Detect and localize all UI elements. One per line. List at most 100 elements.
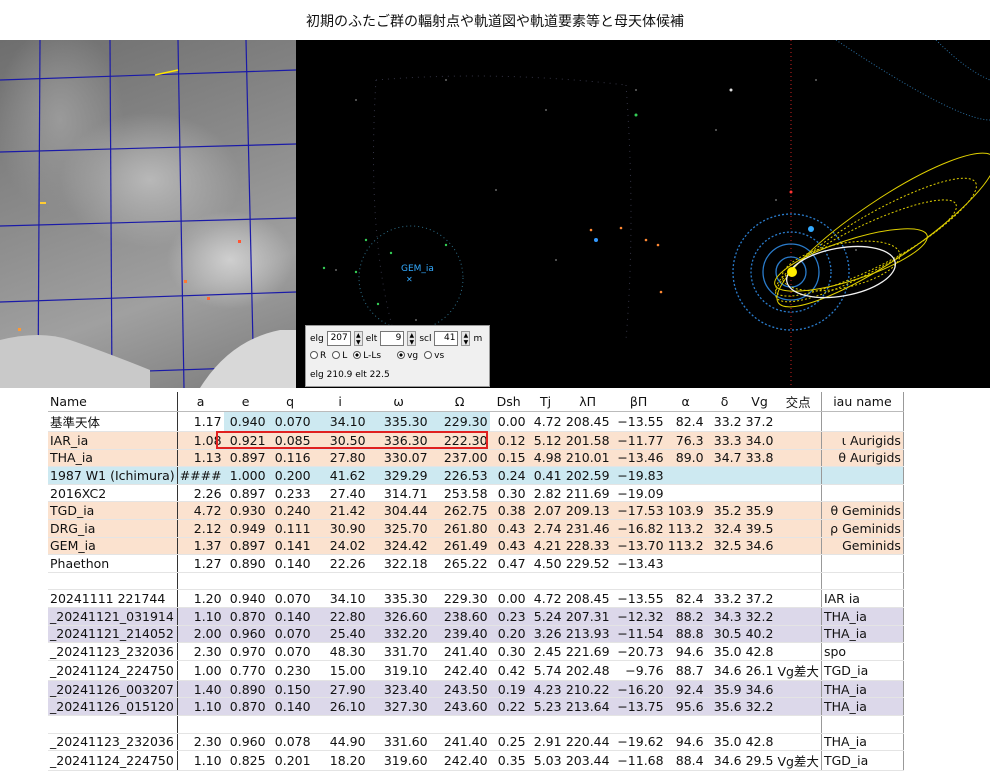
table-cell: 2.45 [527,642,564,661]
table-cell: 0.00 [489,411,528,432]
table-cell: 253.58 [429,484,490,503]
table-cell: 33.3 [705,431,744,450]
table-cell: _20241124_224750 [48,750,178,772]
table-cell: 113.2 [665,519,706,538]
table-cell [820,484,904,503]
table-cell: 15.00 [312,660,368,681]
table-cell: 0.770 [223,660,268,681]
table-row: 基準天体 1.17 0.940 0.070 34.10 335.30 229.30 0.00 4… [48,411,904,432]
table-cell: 88.2 [665,607,706,626]
table-cell: 32.2 [743,607,776,626]
orbit-diagram: GEM_ia ✕ [322,40,990,388]
table-cell: 1.20 [176,589,224,608]
table-cell: 1.10 [176,607,224,626]
table-cell: 262.75 [429,501,490,520]
table-cell: −16.82 [611,519,666,538]
table-cell [743,466,776,485]
table-cell: 0.870 [223,697,268,716]
table-cell: 1.10 [176,697,224,716]
elt-spinner[interactable]: ▲ ▼ [407,331,417,346]
table-cell [775,697,822,716]
table-cell: Vg差大 [775,750,822,772]
table-cell: 34.6 [705,750,744,772]
table-cell [743,484,776,503]
table-cell: TGD_ia [48,501,178,520]
table-cell: 25.40 [312,625,368,644]
column-header: q [267,392,313,412]
table-cell: 0.140 [267,554,313,573]
table-cell [820,466,904,485]
table-cell: 0.070 [267,589,313,608]
table-cell: 48.30 [312,642,368,661]
table-cell: TGD_ia [820,660,904,681]
table-cell: 0.12 [489,431,528,450]
table-cell: 35.0 [705,733,744,752]
table-cell [705,572,744,591]
column-header: Dsh [489,392,528,412]
table-cell: 2.07 [527,501,564,520]
table-cell: 1.10 [176,750,224,772]
table-cell [705,715,744,734]
table-cell: THA_ia [820,625,904,644]
table-cell: −12.32 [611,607,666,626]
scl-input[interactable]: 41 [434,331,459,346]
table-cell: _20241123_232036 [48,642,178,661]
table-cell [775,449,822,468]
table-cell: 0.35 [489,750,528,772]
column-header: iau name [820,392,904,412]
radio-r[interactable]: R [310,351,326,361]
table-cell [775,554,822,573]
elt-input[interactable]: 9 [380,331,405,346]
table-cell [367,715,430,734]
radio-vs[interactable]: vs [424,351,444,361]
table-cell: 0.116 [267,449,313,468]
table-cell: 89.0 [665,449,706,468]
table-cell: IAR ia [820,589,904,608]
table-cell: −13.75 [611,697,666,716]
table-cell: 103.9 [665,501,706,520]
radio-lls[interactable]: L-Ls [353,351,381,361]
column-header: βΠ [611,392,666,412]
table-cell: θ Aurigids [820,449,904,468]
table-cell: 209.13 [563,501,612,520]
table-cell: 0.921 [223,431,268,450]
column-header: Vg [743,392,776,412]
page-title: 初期のふたご群の輻射点や軌道図や軌道要素等と母天体候補 [306,14,684,30]
table-cell: 2.00 [176,625,224,644]
elg-input[interactable]: 207 [326,331,351,346]
table-cell: 26.10 [312,697,368,716]
table-row: _20241126_015120 1.10 0.870 0.140 26.10 327.3… [48,697,904,716]
table-cell: 327.30 [367,697,430,716]
radio-l[interactable]: L [332,351,347,361]
table-row: _20241124_224750 1.00 0.770 0.230 15.00 319.1… [48,660,904,681]
radio-vg[interactable]: vg [397,351,418,361]
table-cell: spo [820,642,904,661]
table-cell: 330.07 [367,449,430,468]
elg-spinner[interactable]: ▲ ▼ [353,331,363,346]
table-row: 2016XC2 2.26 0.897 0.233 27.40 314.71 253.58 0.… [48,484,904,503]
column-header: i [312,392,368,412]
table-cell: 41.62 [312,466,368,485]
table-cell [820,554,904,573]
table-cell: THA_ia [820,680,904,699]
column-header: Tj [527,392,564,412]
table-cell: 0.890 [223,680,268,699]
table-cell: 27.90 [312,680,368,699]
table-cell: 231.46 [563,519,612,538]
scl-label: scl [419,333,432,344]
table-row: 20241111 221744 1.20 0.940 0.070 34.10 335.30… [48,589,904,608]
table-cell [775,715,822,734]
table-cell: −13.55 [611,589,666,608]
table-cell: THA_ia [48,449,178,468]
table-cell: 1.08 [176,431,224,450]
table-cell: 92.4 [665,680,706,699]
table-cell: 0.43 [489,519,528,538]
table-cell: −13.55 [611,411,666,432]
table-cell: 335.30 [367,411,430,432]
table-cell: 319.10 [367,660,430,681]
table-cell [775,642,822,661]
scl-spinner[interactable]: ▲ ▼ [461,331,471,346]
terrain-map [0,40,296,388]
table-cell: 34.6 [743,680,776,699]
table-cell [820,411,904,432]
